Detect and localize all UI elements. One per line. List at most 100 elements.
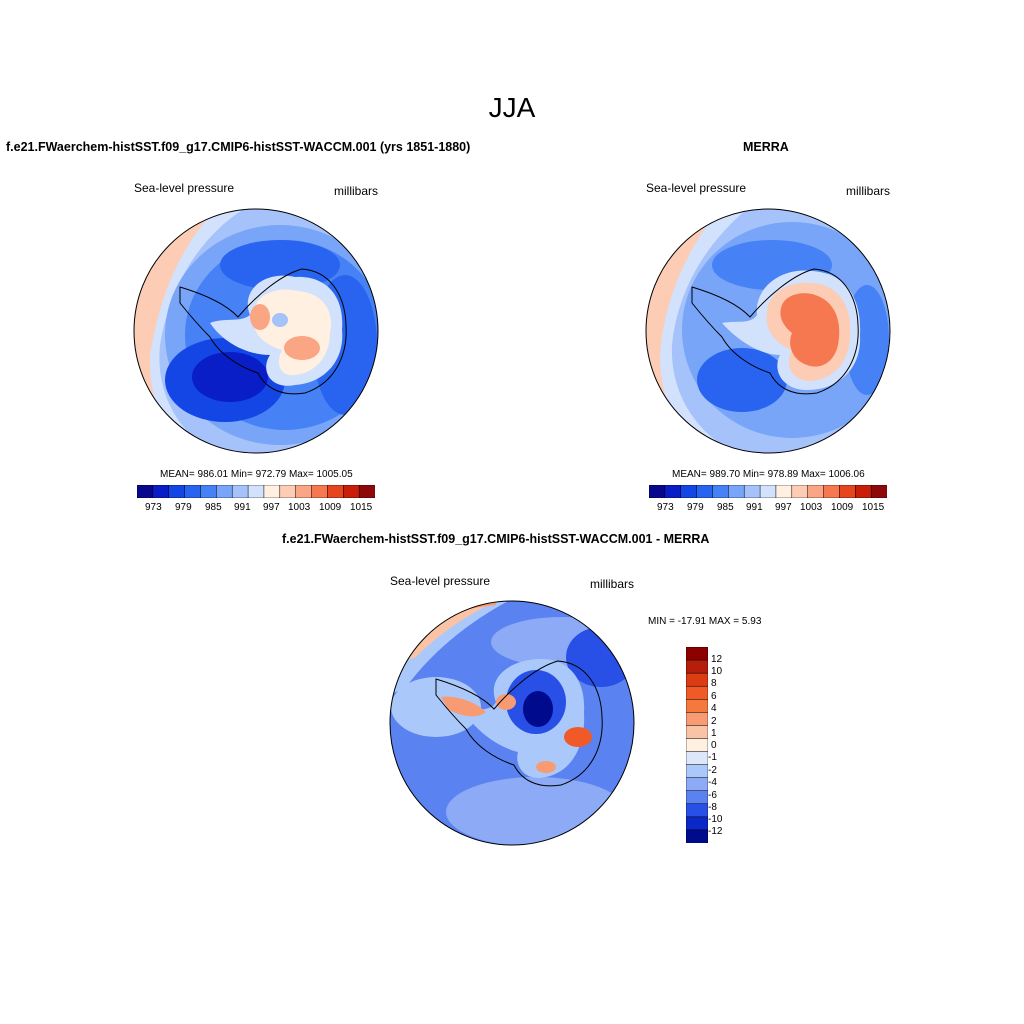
panel3-map-border (389, 600, 635, 846)
colorbar-swatch (152, 485, 170, 498)
panel1-field-low-n (220, 240, 340, 290)
panel3-cb-label: 12 (711, 654, 723, 665)
colorbar-swatch (839, 485, 856, 498)
colorbar-swatch (686, 712, 708, 726)
panel1-cb-label: 991 (234, 502, 251, 513)
colorbar-swatch (263, 485, 281, 498)
colorbar-swatch (686, 790, 708, 805)
panel3-field-west-band (391, 677, 481, 737)
panel3-cb-label: -4 (708, 777, 717, 788)
colorbar-swatch (664, 485, 682, 498)
panel1-map (133, 208, 379, 454)
panel2-field-low-sw (697, 348, 787, 412)
panel3-cb-label: 0 (711, 740, 717, 751)
panel2-variable-label: Sea-level pressure (646, 181, 747, 195)
colorbar-swatch (343, 485, 360, 498)
panel3-field-high-c (496, 694, 516, 710)
colorbar-swatch (870, 485, 887, 498)
colorbar-swatch (295, 485, 312, 498)
panel3-field-high-w (441, 696, 486, 717)
panel3-cb-label: 8 (711, 678, 717, 689)
panel1-cb-label: 973 (145, 502, 162, 513)
panel3-cb-label: -10 (708, 814, 723, 825)
colorbar-swatch (649, 485, 666, 498)
panel3-colorbar (686, 647, 708, 843)
panel3-cb-label: 2 (711, 716, 717, 727)
colorbar-swatch (686, 751, 708, 766)
colorbar-swatch (686, 803, 708, 818)
colorbar-swatch (686, 777, 708, 792)
colorbar-swatch (686, 647, 708, 661)
figure-title: JJA (488, 92, 536, 123)
panel1-field-low-sw-core (192, 352, 268, 402)
panel1-variable-label: Sea-level pressure (134, 181, 235, 195)
panel3-map (389, 600, 635, 846)
panel2-cb-label: 1009 (831, 502, 854, 513)
colorbar-swatch (686, 764, 708, 779)
panel2-map-border (645, 208, 891, 454)
panel3-field-low-center (523, 691, 553, 727)
panel1-field-high2 (284, 336, 320, 360)
panel2-cb-label: 979 (687, 502, 704, 513)
panel1-cb-label: 985 (205, 502, 222, 513)
panel3-field-south-band (446, 777, 626, 845)
panel1-cb-label: 1015 (350, 502, 373, 513)
colorbar-swatch (686, 659, 708, 674)
panel2-cb-label: 991 (746, 502, 763, 513)
panel3-field-high-e (564, 727, 592, 747)
colorbar-swatch (311, 485, 328, 498)
panel3-cb-label: -8 (708, 802, 717, 813)
panel3-cb-label: -6 (708, 790, 717, 801)
colorbar-swatch (279, 485, 297, 498)
panel1-map-border (133, 208, 379, 454)
panel1-cb-label: 979 (175, 502, 192, 513)
panel1-field-high-band (134, 209, 220, 453)
colorbar-swatch (686, 816, 708, 831)
colorbar-swatch (247, 485, 265, 498)
panel3-cb-label: 10 (711, 666, 723, 677)
colorbar-swatch (200, 485, 217, 498)
colorbar-swatch (137, 485, 154, 498)
colorbar-swatch (696, 485, 713, 498)
colorbar-swatch (759, 485, 777, 498)
panel1-colorbar-labels: 973 979 985 991 997 1003 1009 1015 (137, 502, 375, 516)
panel2-stats: MEAN= 989.70 Min= 978.89 Max= 1006.06 (672, 469, 865, 480)
panel2-colorbar (649, 485, 887, 498)
colorbar-swatch (712, 485, 729, 498)
panel3-cb-label: -1 (708, 752, 717, 763)
panel3-cb-label: 1 (711, 728, 717, 739)
colorbar-swatch (686, 725, 708, 739)
panel1-colorbar (137, 485, 375, 498)
panel2-cb-label: 973 (657, 502, 674, 513)
colorbar-swatch (358, 485, 375, 498)
panel1-units-label: millibars (334, 184, 379, 198)
panel3-cb-label: 6 (711, 691, 717, 702)
panel2-map (645, 208, 891, 454)
panel3-colorbar-labels: 12 10 8 6 4 2 1 0 -1 -2 -4 -6 -8 -10 -12 (708, 654, 751, 844)
colorbar-swatch (327, 485, 344, 498)
panel2-units-label: millibars (846, 184, 891, 198)
colorbar-swatch (686, 672, 708, 687)
colorbar-swatch (791, 485, 809, 498)
colorbar-swatch (728, 485, 745, 498)
panel3-cb-label: -12 (708, 826, 723, 837)
panel3-cb-label: -2 (708, 765, 717, 776)
panel3-field-high-s (536, 761, 556, 773)
colorbar-swatch (807, 485, 824, 498)
panel3-variable-label: Sea-level pressure (390, 574, 491, 588)
panel3-units-label: millibars (590, 577, 635, 591)
panel1-cb-label: 1009 (319, 502, 342, 513)
panel1-field-dip (272, 313, 288, 327)
panel2-colorbar-labels: 973 979 985 991 997 1003 1009 1015 (649, 502, 887, 516)
panel1-cb-label: 1003 (288, 502, 311, 513)
panel3-antarctica-coastline (435, 660, 603, 787)
panel3-title: f.e21.FWaerchem-histSST.f09_g17.CMIP6-hi… (282, 532, 710, 546)
colorbar-swatch (680, 485, 698, 498)
colorbar-swatch (686, 685, 708, 700)
panel1-title: f.e21.FWaerchem-histSST.f09_g17.CMIP6-hi… (6, 140, 471, 154)
colorbar-swatch (823, 485, 840, 498)
colorbar-swatch (686, 829, 708, 843)
panel2-cb-label: 1003 (800, 502, 823, 513)
panel2-field-high-core (780, 293, 840, 367)
colorbar-swatch (216, 485, 233, 498)
